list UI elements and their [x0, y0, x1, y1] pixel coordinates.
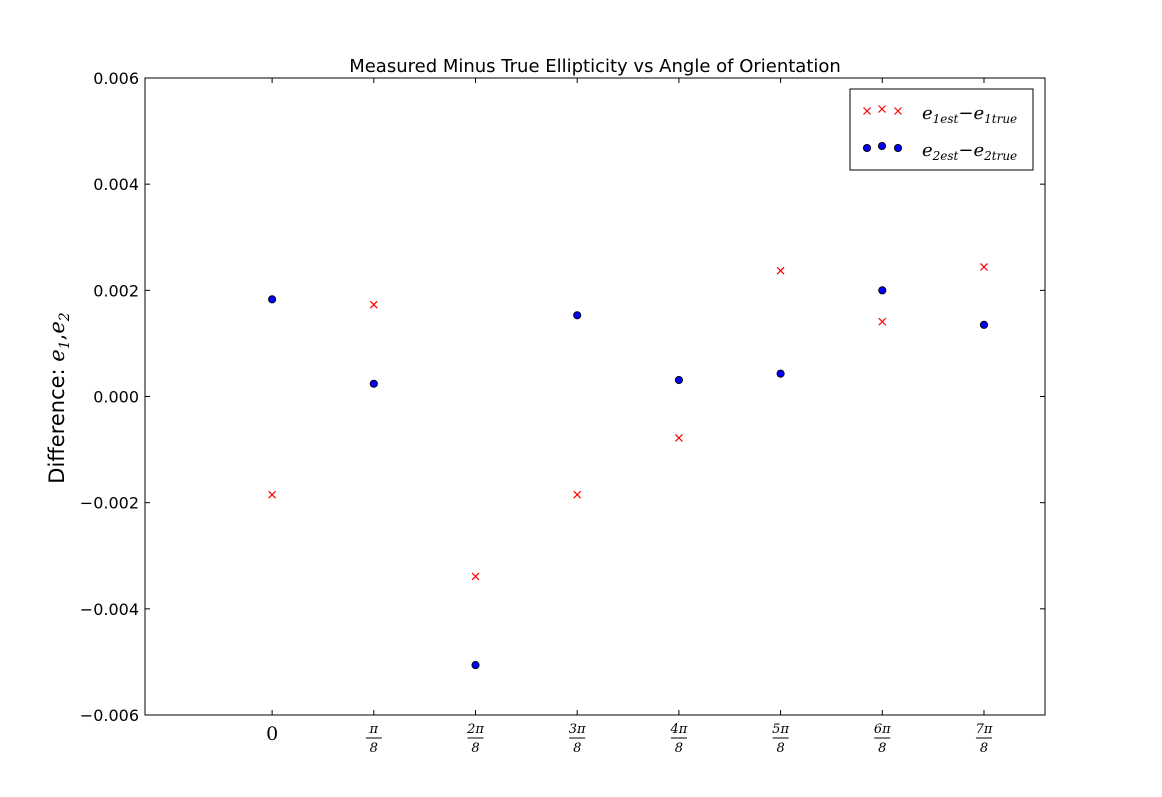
- legend-marker: [862, 143, 872, 153]
- legend-marker: [863, 107, 871, 115]
- x-tick-label-denominator: 8: [471, 741, 479, 756]
- legend: e1est−e1true e2est−e2true: [849, 88, 1034, 171]
- legend-box: [849, 88, 1034, 171]
- x-tick-label-numerator: 7π: [976, 722, 993, 737]
- data-point: [979, 320, 989, 329]
- marker-stroke: [894, 107, 902, 115]
- legend-label-e2: e2est−e2true: [922, 140, 1017, 163]
- marker-stroke: [268, 490, 277, 499]
- y-tick-label: 0.004: [93, 175, 139, 194]
- marker-stroke: [878, 105, 886, 113]
- data-point: [674, 375, 683, 385]
- legend-markers: [862, 105, 903, 153]
- legend-marker: [893, 143, 903, 153]
- x-tick-label-denominator: 8: [980, 741, 988, 756]
- data-point: [471, 572, 480, 581]
- data-point: [776, 369, 785, 378]
- plot-frame: [144, 77, 1046, 716]
- x-tick-label-numerator: 2π: [466, 722, 484, 737]
- data-point: [573, 311, 582, 320]
- plot-points: [268, 263, 989, 670]
- x-tick-label-denominator: 8: [573, 741, 581, 756]
- data-point: [471, 661, 480, 670]
- legend-marker: [877, 141, 887, 151]
- marker-stroke: [573, 490, 582, 499]
- marker-stroke: [776, 266, 785, 275]
- x-tick-label-numerator: 4π: [669, 722, 687, 737]
- x-axis: 0 π 8 2π 8 3π 8 4π 8 5π 8 6π 8 7π 8: [266, 78, 993, 756]
- data-point: [674, 433, 683, 442]
- chart-title: Measured Minus True Ellipticity vs Angle…: [349, 56, 841, 77]
- y-tick-label: −0.004: [80, 600, 139, 619]
- data-point: [878, 286, 887, 295]
- marker-stroke: [878, 317, 887, 326]
- data-point: [369, 379, 378, 388]
- y-tick-label: 0.002: [93, 281, 139, 300]
- data-point: [980, 263, 988, 271]
- data-point: [268, 490, 277, 499]
- x-tick-label-numerator: 6π: [874, 722, 891, 737]
- data-point: [776, 266, 785, 275]
- legend-marker: [878, 105, 886, 113]
- y-tick-label: 0.000: [93, 388, 139, 407]
- series-1: [268, 263, 988, 581]
- x-tick-label-denominator: 8: [370, 741, 378, 756]
- y-axis-label: Difference: e1,e2: [45, 312, 73, 484]
- x-tick-label: 0: [266, 723, 278, 745]
- marker-stroke: [980, 263, 988, 271]
- marker-stroke: [471, 572, 480, 581]
- legend-label-e1: e1est−e1true: [922, 103, 1017, 126]
- legend-marker: [894, 107, 902, 115]
- marker-stroke: [674, 433, 683, 442]
- data-point: [369, 300, 378, 309]
- y-tick-label: 0.006: [93, 69, 139, 88]
- x-tick-label-numerator: 5π: [772, 722, 789, 737]
- x-tick-label-denominator: 8: [776, 741, 784, 756]
- marker-stroke: [863, 107, 871, 115]
- y-tick-label: −0.006: [80, 706, 139, 725]
- x-tick-label-numerator: 3π: [569, 722, 586, 737]
- data-point: [878, 317, 887, 326]
- data-point: [573, 490, 582, 499]
- x-tick-label-denominator: 8: [675, 741, 683, 756]
- series-2: [268, 286, 989, 670]
- data-point: [268, 295, 277, 304]
- marker-stroke: [369, 300, 378, 309]
- y-tick-label: −0.002: [80, 494, 139, 513]
- x-tick-label-numerator: π: [369, 722, 379, 737]
- x-tick-label-denominator: 8: [878, 741, 886, 756]
